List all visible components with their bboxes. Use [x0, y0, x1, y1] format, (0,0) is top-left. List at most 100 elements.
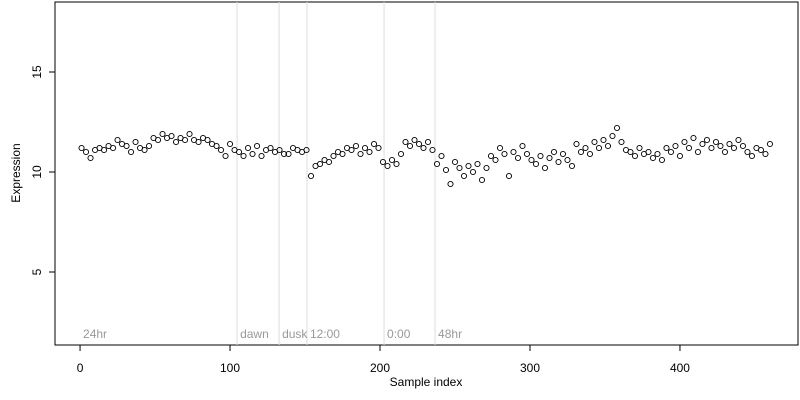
x-axis-title: Sample index — [390, 375, 463, 389]
point — [735, 136, 742, 144]
point — [694, 148, 702, 156]
x-tick-label: 400 — [670, 361, 690, 375]
point — [739, 142, 747, 150]
point — [487, 152, 495, 160]
point — [672, 142, 679, 150]
point — [523, 150, 531, 158]
point — [330, 152, 337, 160]
point — [474, 160, 481, 168]
point — [420, 144, 427, 152]
point — [690, 134, 697, 142]
point — [703, 136, 711, 144]
annotation: dusk — [282, 327, 308, 341]
annotation: dawn — [240, 327, 269, 341]
point — [78, 144, 85, 152]
point — [285, 150, 292, 158]
point — [586, 150, 594, 158]
point — [339, 150, 346, 158]
point — [226, 140, 234, 148]
point — [154, 136, 162, 144]
point — [550, 148, 558, 156]
point — [636, 144, 643, 152]
x-tick-label: 0 — [77, 361, 84, 375]
point — [595, 144, 603, 152]
point — [145, 142, 153, 150]
point — [676, 152, 684, 160]
point — [559, 150, 567, 158]
point — [276, 146, 283, 154]
point — [406, 142, 414, 150]
point — [375, 144, 382, 152]
point — [325, 158, 333, 166]
point — [307, 172, 315, 180]
point — [429, 146, 436, 154]
point — [222, 152, 229, 160]
point — [280, 150, 288, 158]
point — [87, 154, 94, 162]
point — [456, 164, 463, 172]
point — [460, 172, 468, 180]
point — [303, 146, 310, 154]
point — [204, 136, 211, 144]
point — [213, 142, 220, 150]
plot-frame — [54, 1, 799, 346]
point — [555, 158, 562, 166]
point — [712, 138, 720, 146]
point — [604, 142, 612, 150]
point — [258, 152, 265, 160]
point — [388, 156, 396, 164]
point — [195, 138, 202, 146]
point — [411, 136, 418, 144]
point — [492, 156, 499, 164]
y-tick-label: 5 — [30, 268, 44, 275]
y-axis-title: Expression — [9, 143, 23, 202]
point — [496, 144, 504, 152]
point — [667, 148, 675, 156]
point — [663, 144, 670, 152]
point — [469, 168, 477, 176]
point — [766, 140, 774, 148]
point — [505, 172, 513, 180]
point — [618, 138, 625, 146]
point — [582, 144, 589, 152]
point — [159, 130, 166, 138]
point — [631, 152, 639, 160]
point — [699, 140, 706, 148]
point — [267, 144, 274, 152]
point — [249, 150, 256, 158]
point — [627, 148, 634, 156]
point — [132, 138, 139, 146]
x-tick-label: 200 — [370, 361, 390, 375]
point — [370, 140, 378, 148]
annotation: 48hr — [438, 327, 462, 341]
point — [168, 132, 175, 140]
point — [366, 148, 373, 156]
point — [114, 136, 121, 144]
point — [645, 148, 652, 156]
point — [172, 138, 180, 146]
point — [541, 164, 549, 172]
point — [100, 146, 108, 154]
point — [393, 160, 400, 168]
point — [415, 140, 423, 148]
point — [717, 142, 724, 150]
point — [478, 176, 486, 184]
point — [357, 150, 364, 158]
point — [235, 148, 243, 156]
point — [244, 144, 252, 152]
point — [451, 158, 459, 166]
point — [537, 152, 544, 160]
point — [186, 130, 193, 138]
point — [402, 138, 409, 146]
point — [316, 160, 324, 168]
point — [681, 138, 688, 146]
point — [609, 132, 616, 140]
point — [123, 142, 130, 150]
point — [658, 156, 666, 164]
point — [613, 124, 621, 132]
point — [685, 144, 693, 152]
point — [568, 162, 576, 170]
point — [438, 152, 445, 160]
annotation: 0:00 — [387, 327, 411, 341]
point — [433, 160, 441, 168]
